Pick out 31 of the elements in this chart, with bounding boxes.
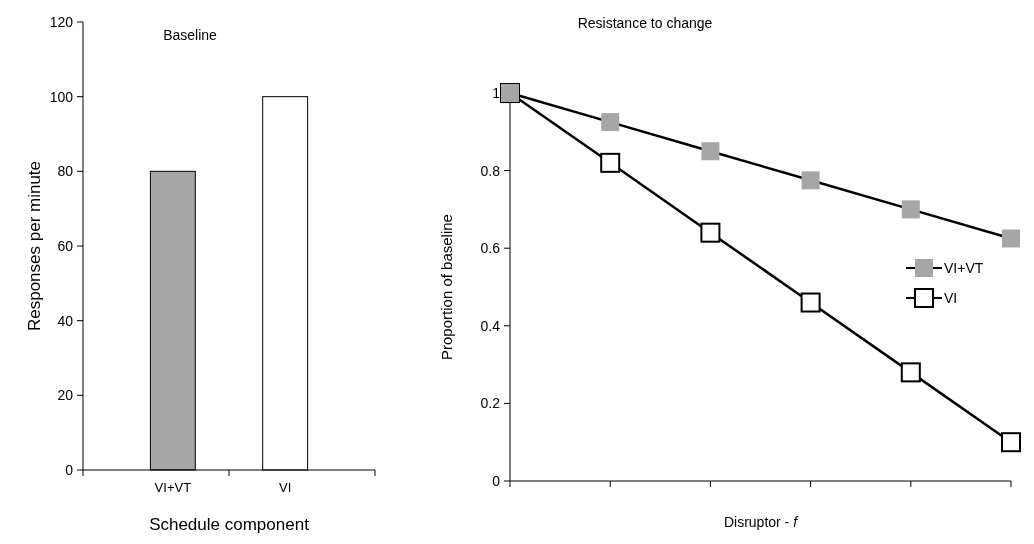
legend-label: VI bbox=[944, 289, 958, 306]
point bbox=[901, 200, 920, 219]
x-axis-title: Disruptor - f bbox=[723, 514, 800, 530]
legend-label: VI+VT bbox=[944, 259, 984, 276]
chart-title: Resistance to change bbox=[577, 15, 713, 31]
y-tick-label: 120 bbox=[49, 13, 74, 30]
y-axis-title: Proportion of baseline bbox=[438, 214, 455, 360]
point bbox=[900, 362, 921, 383]
y-tick-label: 80 bbox=[57, 163, 74, 180]
point bbox=[1001, 432, 1021, 453]
point bbox=[700, 222, 721, 243]
y-tick-label: 1 bbox=[492, 84, 501, 101]
y-tick-label: 40 bbox=[57, 312, 74, 329]
y-tick-label: 20 bbox=[57, 387, 74, 404]
y-tick-label: 0 bbox=[65, 461, 74, 478]
chart-title: Baseline bbox=[163, 27, 218, 43]
y-tick-label: 60 bbox=[57, 237, 74, 254]
y-tick-label: 0.6 bbox=[480, 240, 501, 257]
y-axis-title: Responses per minute bbox=[25, 160, 44, 332]
point bbox=[701, 142, 720, 161]
y-tick-label: 0.8 bbox=[480, 162, 501, 179]
y-tick-label: 0.2 bbox=[480, 395, 501, 412]
point bbox=[601, 113, 620, 132]
y-tick-label: 0.4 bbox=[480, 317, 501, 334]
y-tick-label: 100 bbox=[49, 88, 74, 105]
y-tick-label: 0 bbox=[492, 472, 501, 489]
point bbox=[1002, 229, 1020, 248]
x-axis-title: Schedule component bbox=[149, 515, 310, 534]
point bbox=[600, 152, 621, 173]
point bbox=[800, 292, 821, 313]
point bbox=[801, 171, 820, 190]
